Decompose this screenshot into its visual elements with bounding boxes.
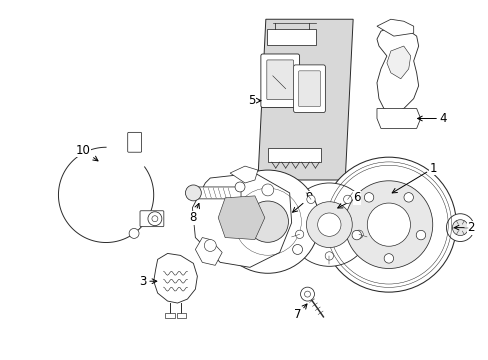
FancyBboxPatch shape: [260, 54, 299, 108]
FancyBboxPatch shape: [164, 313, 174, 318]
FancyBboxPatch shape: [140, 211, 163, 227]
Circle shape: [351, 230, 361, 240]
Text: 5: 5: [248, 94, 261, 107]
Circle shape: [216, 170, 319, 273]
FancyBboxPatch shape: [176, 313, 186, 318]
Circle shape: [415, 230, 425, 240]
Circle shape: [345, 181, 432, 269]
Text: 2: 2: [453, 221, 474, 234]
Text: 8: 8: [189, 203, 199, 224]
Text: 10: 10: [76, 144, 98, 161]
Polygon shape: [218, 196, 264, 239]
Circle shape: [451, 220, 468, 235]
Circle shape: [403, 193, 412, 202]
Text: 4: 4: [417, 112, 447, 125]
FancyBboxPatch shape: [266, 29, 316, 45]
FancyBboxPatch shape: [194, 187, 241, 199]
Polygon shape: [257, 19, 352, 180]
Circle shape: [321, 157, 455, 292]
Text: 3: 3: [139, 275, 157, 288]
FancyBboxPatch shape: [267, 148, 321, 162]
Text: 7: 7: [293, 304, 306, 321]
FancyBboxPatch shape: [266, 60, 293, 100]
Circle shape: [148, 212, 162, 226]
Polygon shape: [192, 173, 291, 267]
Circle shape: [364, 193, 373, 202]
Circle shape: [325, 252, 333, 260]
Text: 9: 9: [292, 192, 313, 212]
Text: 1: 1: [391, 162, 436, 193]
Circle shape: [129, 229, 139, 238]
Circle shape: [384, 254, 393, 263]
Circle shape: [446, 214, 473, 242]
Circle shape: [292, 244, 302, 255]
Circle shape: [366, 203, 409, 246]
Circle shape: [287, 183, 370, 266]
Polygon shape: [386, 46, 410, 79]
Circle shape: [262, 184, 273, 196]
Circle shape: [235, 182, 244, 192]
Polygon shape: [153, 253, 197, 303]
FancyBboxPatch shape: [298, 71, 320, 107]
Circle shape: [354, 230, 363, 238]
Polygon shape: [230, 166, 257, 183]
Circle shape: [343, 195, 351, 203]
Polygon shape: [376, 109, 420, 129]
Circle shape: [295, 230, 303, 238]
Polygon shape: [376, 26, 418, 113]
Circle shape: [317, 213, 340, 236]
Polygon shape: [195, 238, 222, 265]
FancyBboxPatch shape: [127, 132, 142, 152]
Circle shape: [306, 195, 314, 203]
Circle shape: [246, 201, 288, 242]
Polygon shape: [376, 19, 413, 36]
Circle shape: [300, 287, 314, 301]
Circle shape: [204, 239, 216, 251]
Circle shape: [185, 185, 201, 201]
Text: 6: 6: [337, 192, 360, 208]
FancyBboxPatch shape: [293, 65, 325, 113]
Circle shape: [306, 202, 351, 248]
